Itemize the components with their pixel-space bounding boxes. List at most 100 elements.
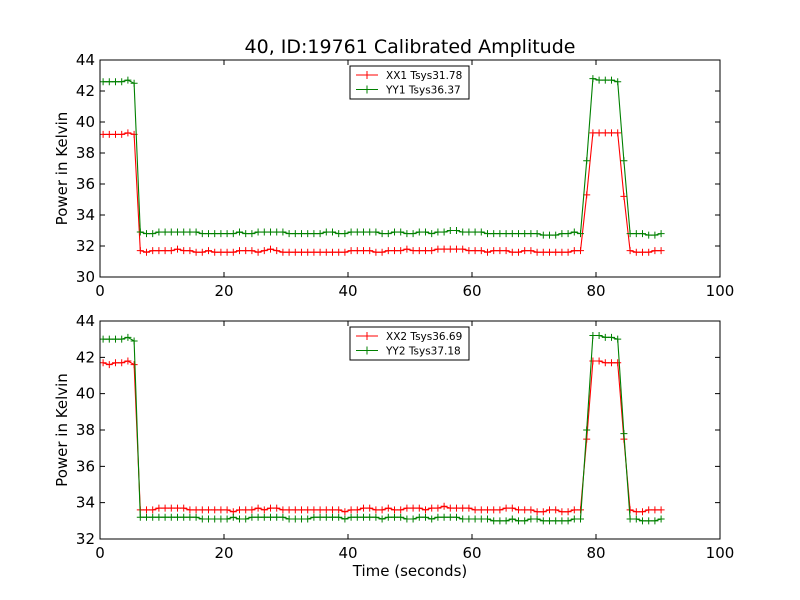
- data-point-0-1-0: [99, 78, 107, 86]
- data-point-1-0-23: [242, 506, 250, 514]
- data-point-0-0-84: [620, 192, 628, 200]
- data-point-1-0-40: [347, 506, 355, 514]
- data-point-0-1-11: [167, 228, 175, 236]
- data-point-1-0-68: [521, 506, 529, 514]
- data-point-1-1-87: [639, 517, 646, 525]
- data-point-0-0-39: [341, 248, 349, 256]
- data-point-0-0-80: [595, 129, 603, 137]
- data-point-0-1-41: [353, 228, 361, 236]
- data-point-1-1-60: [471, 515, 479, 523]
- data-point-0-0-50: [409, 247, 417, 255]
- data-point-1-0-73: [552, 506, 560, 514]
- data-point-1-1-80: [595, 332, 603, 340]
- data-point-1-1-11: [167, 513, 175, 521]
- data-point-1-1-72: [546, 517, 553, 525]
- data-point-1-1-76: [570, 515, 578, 523]
- data-point-1-1-61: [477, 515, 485, 523]
- data-point-0-0-34: [310, 248, 318, 256]
- data-point-1-1-22: [236, 515, 243, 523]
- data-point-0-1-57: [453, 227, 460, 234]
- data-point-1-0-22: [236, 506, 243, 514]
- x-tick-label-1-0: 0: [95, 544, 105, 562]
- data-point-1-1-30: [285, 515, 293, 523]
- data-point-1-0-82: [608, 359, 615, 367]
- data-point-1-1-38: [335, 513, 343, 521]
- data-point-1-1-7: [143, 513, 150, 521]
- data-point-1-0-50: [409, 504, 417, 512]
- data-point-0-1-1: [105, 78, 113, 86]
- y-tick-label-1-4: 40: [76, 385, 95, 403]
- data-point-0-0-7: [143, 248, 150, 256]
- data-point-0-0-19: [217, 248, 225, 256]
- data-point-0-0-1: [105, 130, 113, 138]
- data-point-1-1-37: [329, 513, 336, 521]
- data-point-1-1-10: [161, 513, 169, 521]
- data-point-1-0-80: [595, 357, 603, 365]
- data-point-1-1-13: [180, 513, 188, 521]
- data-point-0-1-61: [477, 228, 485, 236]
- data-point-1-0-75: [564, 508, 572, 516]
- data-point-1-0-5: [130, 361, 138, 369]
- x-tick-label-1-1: 20: [214, 544, 233, 562]
- data-point-0-1-8: [149, 230, 157, 238]
- data-point-0-1-13: [180, 228, 188, 236]
- legend-box-0: [349, 65, 470, 100]
- legend-label-1-0: XX2 Tsys36.69: [386, 331, 462, 343]
- data-point-0-0-22: [236, 247, 243, 255]
- data-point-0-0-89: [651, 247, 659, 255]
- data-point-1-0-66: [508, 504, 516, 512]
- data-point-1-0-47: [391, 506, 398, 514]
- data-point-1-1-85: [626, 515, 634, 523]
- data-point-1-0-90: [657, 506, 665, 514]
- data-point-1-1-55: [440, 513, 448, 521]
- data-point-0-0-53: [428, 247, 436, 255]
- data-point-1-0-41: [353, 506, 361, 514]
- data-point-1-1-28: [273, 513, 281, 521]
- data-point-0-1-83: [614, 78, 622, 86]
- legend-1: XX2 Tsys36.69 YY2 Tsys37.18: [349, 326, 470, 361]
- data-point-0-0-10: [161, 247, 169, 255]
- y-tick-label-0-7: 44: [76, 51, 95, 69]
- data-point-1-1-25: [254, 513, 262, 521]
- data-point-0-1-70: [533, 230, 541, 238]
- data-point-0-1-60: [471, 228, 479, 236]
- y-tick-label-0-1: 32: [76, 237, 95, 255]
- data-point-0-1-45: [378, 230, 386, 238]
- data-point-0-0-42: [360, 247, 367, 255]
- data-point-0-0-64: [496, 247, 504, 255]
- data-point-1-0-43: [366, 504, 374, 512]
- data-point-1-0-53: [428, 504, 436, 512]
- data-point-0-0-67: [515, 248, 522, 256]
- data-point-1-0-45: [378, 506, 386, 514]
- data-point-0-0-6: [136, 247, 144, 255]
- data-point-0-1-30: [285, 230, 293, 238]
- data-point-1-1-14: [186, 513, 194, 521]
- data-point-0-1-38: [335, 230, 343, 238]
- data-point-1-1-33: [304, 515, 312, 523]
- data-point-0-0-30: [285, 248, 293, 256]
- data-point-1-1-20: [223, 515, 231, 523]
- data-point-0-0-78: [583, 191, 591, 199]
- data-point-0-0-62: [484, 248, 491, 256]
- data-point-1-1-67: [515, 517, 522, 525]
- data-point-0-1-63: [490, 230, 498, 238]
- data-point-1-0-48: [397, 506, 405, 514]
- data-point-1-1-50: [409, 515, 417, 523]
- data-point-1-0-24: [248, 506, 256, 514]
- data-point-1-0-61: [477, 506, 485, 514]
- data-point-0-0-65: [502, 247, 510, 255]
- y-tick-label-1-6: 44: [76, 312, 95, 330]
- data-point-0-0-47: [391, 247, 398, 255]
- data-point-0-1-18: [211, 230, 219, 238]
- data-point-0-0-83: [614, 129, 622, 137]
- data-point-0-0-23: [242, 247, 250, 255]
- data-point-1-0-70: [533, 508, 541, 516]
- data-point-1-0-44: [372, 506, 380, 514]
- data-point-1-0-81: [601, 359, 609, 367]
- data-point-1-1-3: [118, 335, 126, 343]
- data-point-0-0-37: [329, 248, 336, 256]
- data-point-1-0-19: [217, 506, 225, 514]
- data-point-0-1-22: [236, 228, 243, 236]
- data-point-1-0-56: [446, 504, 454, 512]
